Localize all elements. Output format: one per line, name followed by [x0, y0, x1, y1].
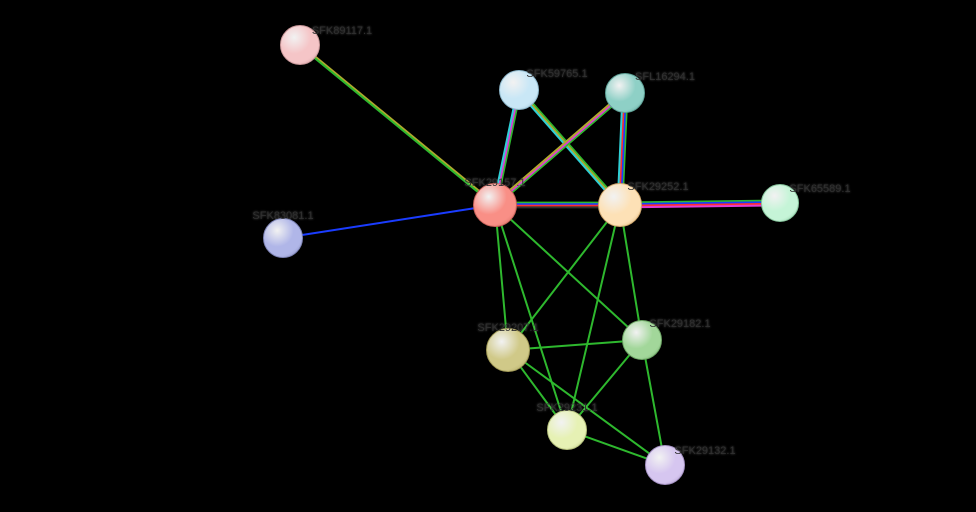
node-SFK83081[interactable] [263, 218, 303, 258]
edge [586, 437, 646, 459]
edge [511, 105, 609, 190]
edge [521, 368, 555, 414]
edge [572, 226, 615, 410]
edge [623, 113, 626, 183]
node-SFK59765[interactable] [499, 70, 539, 110]
edge [316, 57, 479, 190]
node-label-SFK65589: SFK65589.1 [789, 183, 850, 195]
edge [622, 113, 625, 183]
edge [532, 105, 605, 189]
edge [642, 204, 761, 206]
edge [511, 220, 627, 327]
node-SFL16294[interactable] [605, 73, 645, 113]
edge [642, 202, 761, 204]
edge [533, 104, 606, 187]
node-label-SFK29132: SFK29132.1 [674, 445, 735, 457]
node-SFK29231[interactable] [547, 410, 587, 450]
edge [500, 110, 515, 184]
edge [513, 107, 611, 192]
edge [303, 208, 474, 235]
edge [642, 206, 761, 208]
edge [624, 227, 639, 321]
edge [315, 58, 478, 191]
edge [642, 201, 761, 203]
edge [498, 109, 513, 183]
node-SFK89117[interactable] [280, 25, 320, 65]
edge [646, 360, 662, 446]
edge [512, 106, 610, 191]
node-label-SFL16294: SFL16294.1 [635, 71, 695, 83]
node-label-SFK89117: SFK89117.1 [312, 25, 372, 37]
edge [619, 113, 622, 183]
node-SFK29252[interactable] [598, 183, 642, 227]
node-SFK29157[interactable] [473, 183, 517, 227]
edge [531, 106, 604, 189]
node-SFK29182[interactable] [622, 320, 662, 360]
edge [530, 342, 622, 349]
edge [502, 226, 561, 411]
edge [501, 110, 516, 184]
node-SFK29207[interactable] [486, 328, 530, 372]
edge [526, 363, 649, 453]
edge [580, 355, 629, 414]
edge-layer [0, 0, 976, 512]
node-SFK65589[interactable] [761, 184, 799, 222]
edge [521, 222, 606, 332]
network-diagram: SFK89117.1SFK59765.1SFL16294.1SFK29157.1… [0, 0, 976, 512]
edge [497, 227, 506, 328]
node-SFK29132[interactable] [645, 445, 685, 485]
edge [620, 113, 623, 183]
